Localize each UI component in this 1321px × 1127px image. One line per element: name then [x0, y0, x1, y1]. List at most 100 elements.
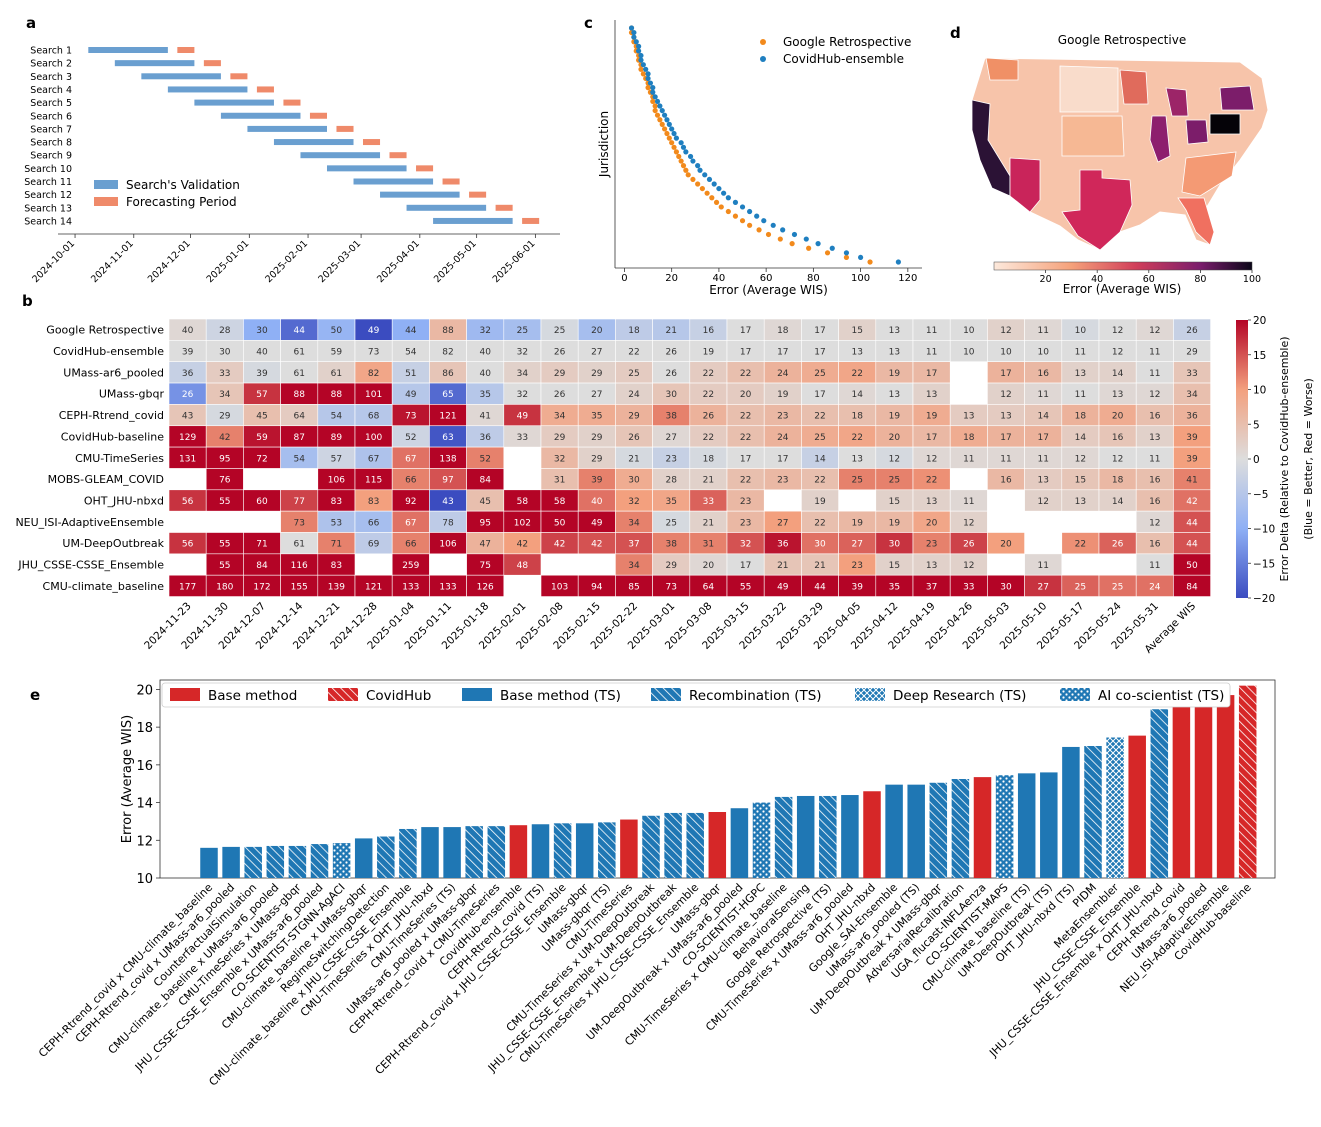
bar [1150, 709, 1169, 878]
heatmap-cell-value: 30 [889, 540, 901, 550]
heatmap-cell-value: 17 [814, 326, 825, 336]
heatmap-cell-value: 20 [1000, 540, 1012, 550]
heatmap-cell-value: 39 [256, 369, 268, 379]
heatmap-cell-value: 59 [256, 433, 268, 443]
heatmap-cell-value: 16 [1149, 412, 1161, 422]
scatter-point-google [747, 222, 753, 228]
heatmap-cell-value: 14 [851, 390, 863, 400]
heatmap-cell-value: 18 [1112, 476, 1124, 486]
heatmap-cell-value: 39 [1186, 433, 1198, 443]
heatmap-cell-value: 17 [1037, 433, 1048, 443]
heatmap-cell-value: 48 [517, 561, 529, 571]
scatter-point-google [673, 149, 680, 155]
heatmap-cell-value: 33 [703, 497, 714, 507]
heatmap-cell-value: 22 [740, 433, 751, 443]
scatter-point-google [756, 227, 762, 233]
heatmap-cell-value: 13 [1075, 497, 1086, 507]
heatmap-cell-value: 13 [851, 454, 862, 464]
bar [1017, 773, 1036, 878]
heatmap-cell-value: 86 [442, 369, 454, 379]
heatmap-cell-empty [429, 553, 467, 576]
heatmap-cell-value: 85 [628, 582, 639, 592]
scatter-point-ensemble [631, 34, 637, 40]
scatter-point-google [645, 85, 651, 91]
heatmap-cell-value: 115 [365, 476, 382, 486]
heatmap-row-label: JHU_CSSE-CSSE_Ensemble [17, 559, 164, 572]
gantt-row-label: Search 9 [30, 151, 72, 162]
scatter-point-google [671, 144, 677, 150]
bar-legend-label: Recombination (TS) [689, 688, 822, 704]
heatmap-cell-value: 28 [665, 476, 677, 486]
heatmap-cell-value: 133 [402, 582, 419, 592]
heatmap-cell-value: 39 [182, 348, 194, 358]
bar [553, 823, 572, 878]
heatmap-cell-value: 25 [851, 476, 862, 486]
map-colorbar-tick-label: 60 [1143, 274, 1155, 285]
scatter-x-label: Error (Average WIS) [709, 283, 828, 297]
panel-label-b: b [22, 292, 33, 310]
heatmap-cell-value: 29 [219, 412, 231, 422]
heatmap-cell-value: 43 [442, 497, 453, 507]
gantt-x-tick-label: 2025-04-01 [375, 238, 422, 285]
scatter-point-ensemble [636, 48, 642, 54]
heatmap-colorbar-tick-label: −15 [1253, 558, 1275, 570]
gantt-forecast-bar [230, 73, 248, 80]
bar [973, 777, 992, 878]
scatter-point-google [718, 204, 724, 210]
scatter-point-ensemble [669, 126, 675, 132]
scatter-point-ensemble [687, 153, 694, 160]
heatmap-cell-empty [541, 553, 579, 576]
heatmap-cell-value: 13 [926, 497, 937, 507]
heatmap-cell-value: 45 [256, 412, 267, 422]
gantt-forecast-bar [469, 191, 487, 198]
bar [1106, 737, 1124, 878]
scatter-point-ensemble [739, 204, 746, 210]
heatmap-cell-value: 36 [1186, 412, 1198, 422]
heatmap-cell-value: 38 [665, 540, 677, 550]
bar [266, 845, 285, 878]
heatmap-cell-value: 121 [365, 582, 382, 592]
gantt-x-tick-label: 2024-11-01 [89, 238, 136, 285]
heatmap-cell-value: 67 [405, 518, 416, 528]
heatmap-cell-value: 49 [777, 582, 789, 592]
heatmap-cell-value: 18 [963, 433, 975, 443]
heatmap-cell-value: 10 [963, 326, 975, 336]
gantt-x-tick-label: 2025-02-01 [263, 238, 310, 285]
heatmap-cell-empty [503, 468, 541, 490]
heatmap-cell-value: 13 [889, 326, 900, 336]
panel-label-e: e [30, 686, 40, 704]
gantt-forecast-bar [389, 152, 407, 159]
heatmap-cell-value: 11 [926, 326, 937, 336]
heatmap-row-label: CMU-climate_baseline [43, 580, 165, 593]
scatter-x-tick-label: 80 [807, 273, 820, 284]
bar-y-tick-label: 20 [136, 683, 153, 698]
heatmap-cell-value: 18 [1075, 412, 1087, 422]
heatmap-cell-value: 17 [740, 348, 751, 358]
heatmap-cell-value: 66 [368, 518, 380, 528]
heatmap-cell-value: 32 [517, 348, 528, 358]
scatter-point-ensemble [803, 236, 809, 242]
heatmap-cell-empty [243, 511, 281, 533]
gantt-forecast-bar [442, 178, 460, 185]
scatter-point-ensemble [843, 250, 850, 256]
scatter-point-ensemble [647, 80, 654, 86]
heatmap-cell-value: 25 [628, 369, 639, 379]
heatmap-row-label: UMass-gbqr [99, 388, 165, 401]
gantt-validation-bar [380, 191, 460, 198]
scatter-point-ensemble [636, 43, 642, 49]
bar [443, 827, 461, 878]
gantt-validation-bar [167, 86, 248, 93]
scatter-point-google [739, 218, 746, 224]
heatmap-cell-value: 26 [1186, 326, 1198, 336]
heatmap-cell-value: 22 [814, 518, 825, 528]
heatmap-cell-value: 116 [291, 561, 308, 571]
scatter-point-ensemble [666, 121, 672, 127]
heatmap-cell-value: 11 [1149, 454, 1160, 464]
panel-a-gantt: Search 1 Search 2 Search 3 Search 4 Search 5… [24, 46, 560, 285]
heatmap-cell-value: 30 [219, 348, 231, 358]
scatter-point-ensemble [673, 135, 680, 141]
heatmap-cell-value: 12 [1000, 326, 1011, 336]
panel-label-a: a [26, 14, 36, 32]
